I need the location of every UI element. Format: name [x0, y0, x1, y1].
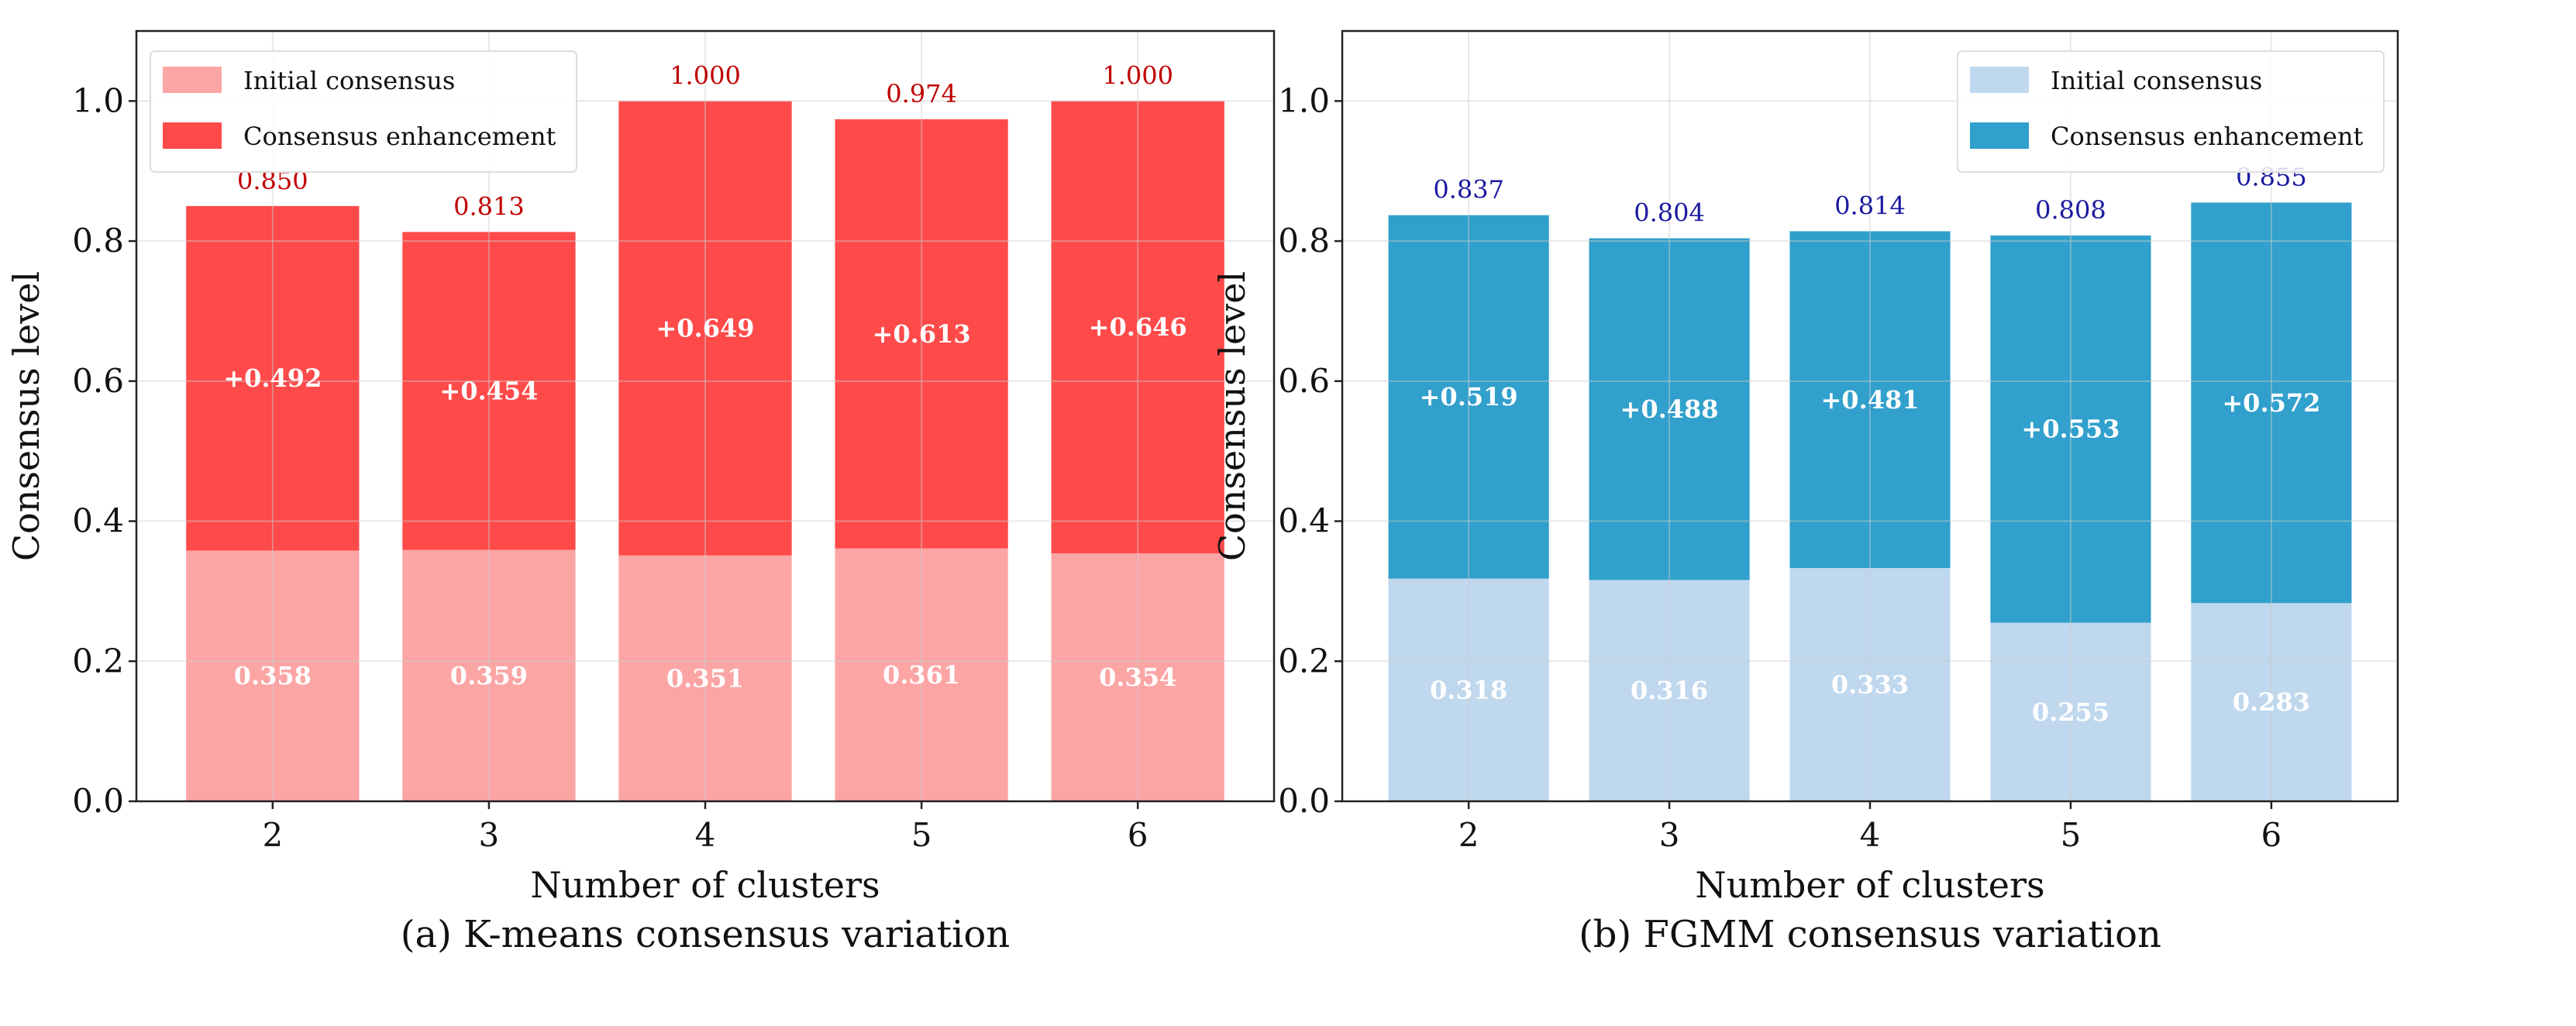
- data-label-total: 0.974: [886, 79, 957, 108]
- x-tick-label: 5: [2061, 816, 2082, 854]
- x-tick-label: 2: [1458, 816, 1479, 854]
- legend-label: Consensus enhancement: [2051, 122, 2364, 151]
- data-label-enhancement: +0.519: [1420, 382, 1518, 411]
- x-tick-label: 2: [262, 816, 283, 854]
- bar-initial-consensus: [1051, 553, 1224, 801]
- y-tick-label: 0.4: [72, 502, 124, 540]
- bar-initial-consensus: [402, 549, 576, 801]
- bar-consensus-enhancement: [1990, 235, 2151, 623]
- x-tick-label: 6: [2261, 816, 2282, 854]
- legend-swatch: [1970, 67, 2029, 93]
- bar-initial-consensus: [618, 555, 792, 801]
- data-label-initial: 0.283: [2233, 687, 2310, 717]
- y-axis-label: Consensus level: [1211, 271, 1253, 561]
- x-tick-label: 4: [1860, 816, 1881, 854]
- data-label-enhancement: +0.646: [1089, 312, 1187, 342]
- bar-consensus-enhancement: [1051, 101, 1224, 554]
- x-axis-label: Number of clusters: [1695, 864, 2044, 906]
- bar-consensus-enhancement: [1789, 231, 1951, 569]
- x-tick-label: 3: [1659, 816, 1680, 854]
- bar-initial-consensus: [1589, 580, 1750, 801]
- data-label-initial: 0.351: [666, 663, 744, 693]
- y-tick-label: 0.2: [1278, 642, 1330, 680]
- bar-consensus-enhancement: [186, 205, 360, 551]
- bar-consensus-enhancement: [835, 119, 1008, 549]
- bar-consensus-enhancement: [2191, 202, 2352, 604]
- data-label-total: 1.000: [1102, 60, 1173, 90]
- y-tick-label: 1.0: [1278, 81, 1330, 119]
- bar-initial-consensus: [2191, 603, 2352, 801]
- chart-panel-kmeans: 0.358+0.4920.8500.359+0.4540.8130.351+0.…: [5, 29, 1276, 956]
- chart-panel-fgmm: 0.318 +0.519 0.837 0.316 +0.488 0.804 0.333 +0.…: [1211, 29, 2399, 956]
- data-label-total: 1.000: [670, 60, 741, 90]
- x-tick-label: 6: [1128, 816, 1149, 854]
- chart-caption: (b) FGMM consensus variation: [1579, 913, 2161, 956]
- data-label-initial: 0.359: [450, 661, 528, 690]
- data-label-enhancement: +0.481: [1820, 385, 1919, 415]
- data-label-enhancement: +0.572: [2222, 388, 2320, 418]
- bar-initial-consensus: [835, 548, 1008, 801]
- y-tick-label: 0.4: [1278, 502, 1330, 540]
- legend-box: [1957, 50, 2385, 173]
- y-tick-label: 0.6: [1278, 362, 1330, 400]
- data-label-total: 0.814: [1834, 191, 1906, 220]
- bar-consensus-enhancement: [1589, 238, 1750, 580]
- data-label-total: 0.808: [2035, 195, 2106, 225]
- data-label-total: 0.837: [1433, 175, 1504, 205]
- data-label-initial: 0.358: [234, 661, 312, 690]
- bar-initial-consensus: [1388, 578, 1549, 801]
- data-label-enhancement: +0.553: [2021, 415, 2120, 444]
- y-tick-label: 0.8: [72, 222, 124, 260]
- legend-box: [150, 50, 577, 173]
- data-label-enhancement: +0.454: [439, 376, 538, 405]
- data-label-enhancement: +0.613: [873, 319, 971, 349]
- y-tick-label: 0.8: [1278, 222, 1330, 260]
- legend: Initial consensus Consensus enhancement: [1957, 50, 2385, 173]
- data-label-initial: 0.361: [883, 660, 960, 690]
- data-label-initial: 0.316: [1631, 676, 1708, 705]
- legend-swatch: [1970, 122, 2029, 149]
- data-label-enhancement: +0.649: [656, 314, 754, 343]
- y-axis-label: Consensus level: [5, 271, 47, 561]
- y-tick-label: 0.6: [72, 362, 124, 400]
- bar-initial-consensus: [1789, 568, 1951, 801]
- bar-initial-consensus: [186, 550, 360, 801]
- x-tick-label: 4: [695, 816, 716, 854]
- x-tick-label: 5: [911, 816, 932, 854]
- legend-swatch: [163, 122, 222, 149]
- chart-caption: (a) K-means consensus variation: [401, 913, 1010, 956]
- bar-consensus-enhancement: [618, 101, 792, 556]
- legend: Initial consensus Consensus enhancement: [150, 50, 577, 173]
- data-label-initial: 0.354: [1099, 663, 1176, 692]
- y-tick-label: 0.0: [1278, 782, 1330, 820]
- legend-swatch: [163, 67, 222, 93]
- data-label-enhancement: +0.488: [1620, 394, 1719, 424]
- data-label-initial: 0.318: [1430, 675, 1507, 704]
- y-tick-label: 1.0: [72, 81, 124, 119]
- bar-consensus-enhancement: [402, 232, 576, 550]
- x-axis-label: Number of clusters: [530, 864, 880, 906]
- bar-consensus-enhancement: [1388, 215, 1549, 579]
- data-label-initial: 0.255: [2032, 697, 2109, 727]
- data-label-enhancement: +0.492: [223, 363, 322, 393]
- data-label-total: 0.804: [1634, 198, 1705, 227]
- x-tick-label: 3: [479, 816, 500, 854]
- y-tick-label: 0.2: [72, 642, 124, 680]
- legend-label: Consensus enhancement: [243, 122, 556, 151]
- legend-label: Initial consensus: [243, 66, 455, 95]
- bar-initial-consensus: [1990, 622, 2151, 801]
- data-label-total: 0.813: [453, 191, 525, 221]
- legend-label: Initial consensus: [2051, 66, 2262, 95]
- y-tick-label: 0.0: [72, 782, 124, 820]
- data-label-initial: 0.333: [1831, 670, 1909, 700]
